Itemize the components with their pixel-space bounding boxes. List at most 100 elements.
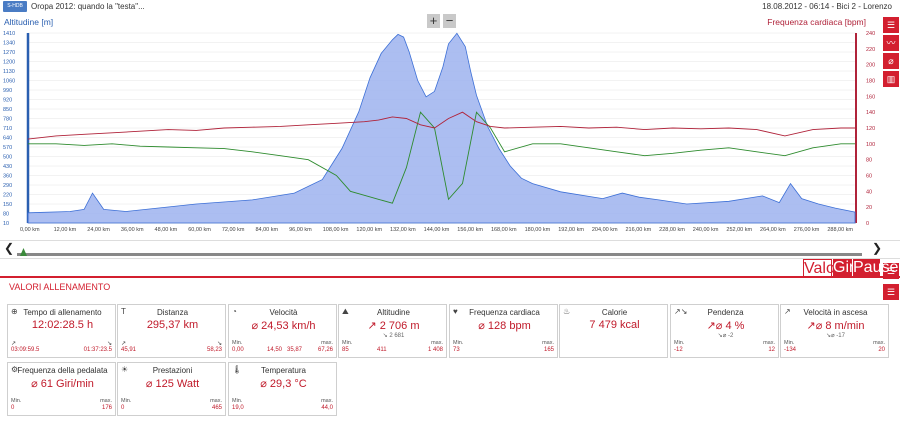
x-tick-label: 48,00 km <box>155 227 178 233</box>
stat-card[interactable]: ♥ Frequenza cardiaca ⌀ 128 bpm Min. max. 73 16… <box>449 304 558 358</box>
y-left-tick-label: 780 <box>3 117 12 123</box>
max-value: 176 <box>101 405 112 411</box>
stat-icon: ☀ <box>121 365 129 374</box>
up-icon: ↗ <box>11 341 17 347</box>
zoom-in-button[interactable]: + <box>427 14 440 28</box>
stat-card[interactable]: T Distanza 295,37 km ↗ ↘ 45,91 58,23 <box>117 304 226 358</box>
stat-card[interactable]: ⊕ Tempo di allenamento 12:02:28.5 h ↗ ↘ 03:09… <box>7 304 116 358</box>
navigator-handle[interactable] <box>20 248 27 256</box>
y-left-tick-label: 920 <box>3 98 12 104</box>
max-value: 12 <box>768 347 775 353</box>
y-left-tick-label: 220 <box>3 193 12 199</box>
x-tick-label: 12,00 km <box>54 227 77 233</box>
max-label: max. <box>321 398 333 404</box>
x-tick-label: 132,00 km <box>390 227 416 233</box>
navigator-track[interactable] <box>17 253 862 256</box>
max-value: 165 <box>543 347 554 353</box>
mid-value-1: 14,50 <box>267 347 283 353</box>
min-value: -134 <box>784 347 797 353</box>
x-tick-label: 204,00 km <box>592 227 618 233</box>
stat-label: Velocità in ascesa <box>803 308 868 317</box>
stat-label: Altitudine <box>377 308 410 317</box>
graph-icon[interactable]: 〰 <box>883 35 899 51</box>
x-tick-label: 72,00 km <box>222 227 245 233</box>
panel-menu-icon[interactable]: ☰ <box>883 263 899 279</box>
max-label: max. <box>763 340 775 346</box>
mid-value-2: 35,87 <box>287 347 303 353</box>
session-title[interactable]: Oropa 2012: quando la "testa"... <box>31 2 145 11</box>
stat-label: Pendenza <box>707 308 744 317</box>
menu-icon[interactable]: ☰ <box>883 17 899 33</box>
left-axis-label[interactable]: Altitudine [m] <box>4 17 54 27</box>
x-tick-label: 216,00 km <box>626 227 652 233</box>
y-left-tick-label: 1200 <box>3 60 15 66</box>
stat-card[interactable]: ⚙ Frequenza della pedalata ⌀ 61 Giri/min Mi… <box>7 362 116 416</box>
max-value: 44,0 <box>321 405 333 411</box>
stat-icon: ⚙ <box>11 365 19 374</box>
x-tick-label: 264,00 km <box>760 227 786 233</box>
tab-giri[interactable]: Giri <box>833 259 858 277</box>
y-left-tick-label: 640 <box>3 136 12 142</box>
min-value: 85 <box>342 347 349 353</box>
app-logo: S-HDB <box>3 1 27 12</box>
y-right-tick-label: 0 <box>866 221 869 227</box>
stat-card[interactable]: ◔ Velocità ⌀ 24,53 km/h Min. max. 0,00 67,26 14… <box>228 304 337 358</box>
values-panel <box>0 276 900 422</box>
x-tick-label: 36,00 km <box>121 227 144 233</box>
y-right-tick-label: 160 <box>866 94 875 100</box>
min-value: 0,00 <box>232 347 244 353</box>
mid-value-1: 411 <box>377 347 387 353</box>
zoom-out-button[interactable]: − <box>443 14 456 28</box>
y-left-tick-label: 500 <box>3 155 12 161</box>
heart-rate-line <box>27 111 855 140</box>
stat-card[interactable]: ↗↘ Pendenza ↗⌀ 4 % ↘⌀ -2 Min. max. -12 12 <box>670 304 779 358</box>
stat-right-value: 01:37:23.5 <box>83 347 112 353</box>
y-left-tick-label: 360 <box>3 174 12 180</box>
y-right-tick-label: 120 <box>866 126 875 132</box>
stat-value: ⌀ 24,53 km/h <box>251 320 316 332</box>
x-tick-label: 24,00 km <box>87 227 110 233</box>
y-right-tick-label: 140 <box>866 110 875 116</box>
stat-value: ↗⌀ 4 % <box>706 320 745 332</box>
stat-icon: ♥ <box>453 307 458 316</box>
max-label: max. <box>321 340 333 346</box>
y-left-tick-label: 10 <box>3 221 9 227</box>
y-left-tick-label: 1410 <box>3 31 15 37</box>
stat-icon: ♨ <box>563 307 571 316</box>
x-tick-label: 84,00 km <box>255 227 278 233</box>
y-right-tick-label: 80 <box>866 158 872 164</box>
stat-sub-value: ↘⌀ -17 <box>826 333 845 339</box>
panel-menu-icon-2[interactable]: ☰ <box>883 284 899 300</box>
tab-valori[interactable]: Valori <box>803 259 844 277</box>
stat-card[interactable]: ↗ Velocità in ascesa ↗⌀ 8 m/min ↘⌀ -17 Min. m… <box>780 304 889 358</box>
stat-value: ↗ 2 706 m <box>367 320 420 332</box>
stat-card[interactable]: ⛰ Altitudine ↗ 2 706 m ↘ 2 681 Min. max. 85 1 4… <box>338 304 447 358</box>
x-tick-label: 192,00 km <box>558 227 584 233</box>
min-label: Min. <box>784 340 795 346</box>
y-left-tick-label: 80 <box>3 212 9 218</box>
right-axis-label[interactable]: Frequenza cardiaca [bpm] <box>767 17 866 27</box>
altitude-heart-rate-chart[interactable]: 1410134012701200113010609909208507807106… <box>0 28 880 240</box>
stat-card[interactable]: 🌡 Temperatura ⌀ 29,3 °C Min. max. 19,0 44,0 <box>228 362 337 416</box>
y-right-tick-label: 220 <box>866 47 875 53</box>
navigator-bar <box>0 240 900 259</box>
min-label: Min. <box>121 398 132 404</box>
y-left-tick-label: 990 <box>3 88 12 94</box>
x-tick-label: 156,00 km <box>457 227 483 233</box>
y-right-tick-label: 240 <box>866 31 875 37</box>
y-left-tick-label: 710 <box>3 126 12 132</box>
stat-label: Temperatura <box>261 366 306 375</box>
tab-pause[interactable]: Pause <box>853 259 899 277</box>
scroll-right-icon[interactable]: ❯ <box>872 241 883 255</box>
max-label: max. <box>210 398 222 404</box>
stat-left-value: 45,91 <box>121 347 137 353</box>
crossed-circle-icon[interactable]: ⌀ <box>883 53 899 69</box>
stat-label: Tempo di allenamento <box>23 308 102 317</box>
stat-label: Frequenza della pedalata <box>17 366 108 375</box>
bar-chart-icon[interactable]: ▥ <box>883 71 899 87</box>
stat-card[interactable]: ☀ Prestazioni ⌀ 125 Watt Min. max. 0 465 <box>117 362 226 416</box>
stat-card[interactable]: ♨ Calorie 7 479 kcal <box>559 304 668 358</box>
down-icon: ↘ <box>216 341 222 347</box>
x-tick-label: 288,00 km <box>827 227 853 233</box>
scroll-left-icon[interactable]: ❮ <box>4 241 15 255</box>
